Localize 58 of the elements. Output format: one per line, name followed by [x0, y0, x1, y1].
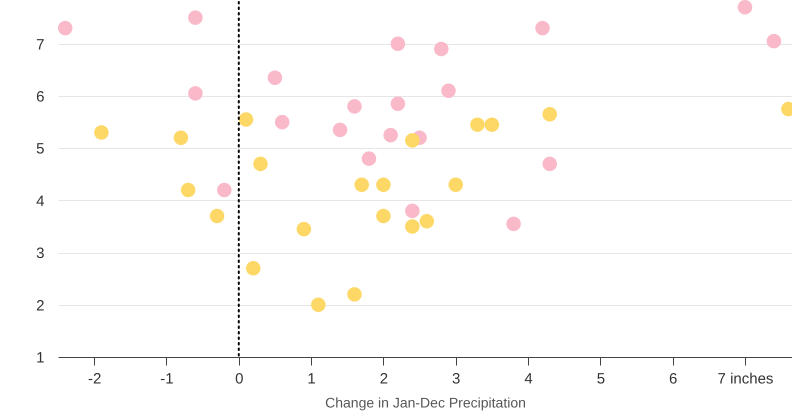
point: [311, 298, 326, 312]
point: [362, 151, 376, 166]
point: [94, 125, 109, 140]
point: [542, 107, 557, 122]
point: [174, 130, 188, 145]
point: [506, 216, 521, 232]
y-tick-label: 7: [36, 36, 44, 54]
y-tick-label: 6: [36, 88, 44, 106]
y-tick-label: 1: [36, 350, 44, 366]
point: [354, 177, 369, 192]
x-tick-label: 7 inches: [718, 370, 774, 388]
x-tick-label: 0: [235, 370, 244, 388]
point: [535, 20, 550, 36]
point: [347, 99, 362, 114]
y-tick-label: 3: [36, 245, 44, 262]
point: [332, 122, 348, 138]
point: [484, 117, 500, 132]
point: [542, 156, 557, 172]
point: [376, 208, 391, 224]
point: [58, 20, 72, 36]
point: [188, 10, 203, 25]
x-tick-label: -1: [160, 370, 174, 388]
point: [405, 133, 420, 148]
point: [296, 222, 312, 236]
x-tick-label: 6: [669, 370, 678, 388]
point: [210, 208, 224, 224]
x-axis-title: Change in Jan-Dec Precipitation: [325, 394, 526, 410]
point: [738, 0, 752, 14]
y-tick-label: 4: [36, 192, 44, 210]
x-tick-label: 5: [596, 370, 606, 388]
point: [448, 177, 463, 192]
x-tick-label: -2: [88, 370, 102, 388]
point: [238, 112, 254, 127]
point: [420, 214, 434, 228]
point: [217, 182, 232, 198]
point: [405, 204, 420, 218]
point: [441, 84, 456, 98]
point: [390, 36, 406, 51]
point: [470, 117, 485, 132]
point: [405, 219, 420, 234]
point: [434, 42, 449, 56]
x-tick-label: 2: [380, 370, 388, 388]
point: [766, 34, 782, 48]
x-tick-label: 3: [452, 370, 460, 388]
x-tick-label: 4: [524, 370, 533, 388]
point: [383, 128, 398, 142]
point: [274, 114, 290, 130]
point: [347, 287, 362, 302]
x-tick-label: 1: [307, 370, 316, 388]
point: [246, 261, 260, 276]
point: [268, 70, 282, 85]
point: [376, 177, 391, 192]
point: [180, 182, 196, 198]
y-tick-label: 2: [36, 297, 44, 314]
point: [188, 86, 203, 101]
y-tick-label: 5: [36, 140, 44, 158]
point: [253, 156, 268, 172]
point: [390, 96, 406, 112]
